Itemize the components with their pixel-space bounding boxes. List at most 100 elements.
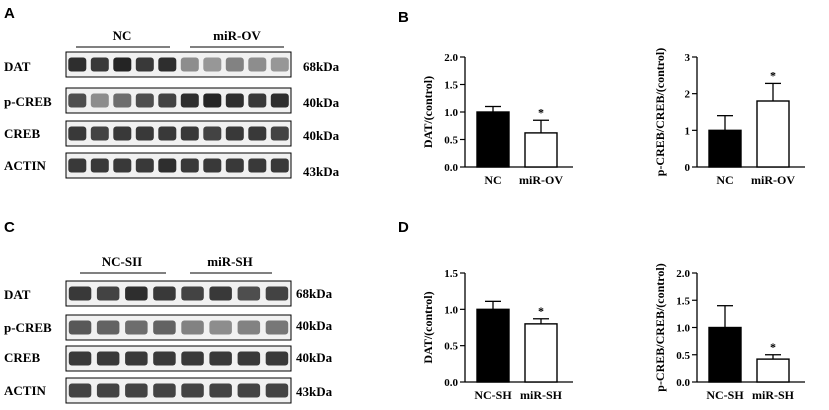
blot-a-row-4-band bbox=[68, 158, 87, 173]
blot-c-row-1-label: DAT bbox=[4, 287, 31, 302]
blot-c-row-2-band bbox=[237, 320, 261, 335]
blot-a-row-2-band bbox=[135, 93, 154, 108]
panel-letter-d: D bbox=[398, 219, 409, 236]
bar-nc-sh bbox=[476, 308, 510, 383]
blot-a-row-1-band bbox=[135, 57, 154, 72]
blot-a-row-4-kda: 43kDa bbox=[303, 164, 340, 179]
blot-a-row-1-band bbox=[113, 57, 132, 72]
blot-a-row-4-band bbox=[270, 158, 289, 173]
blot-c-row-1-kda: 68kDa bbox=[296, 286, 333, 301]
chart-b-pcreb: 0 1 2 3 p-CREB/CREB/(control) NC * miR-OV bbox=[653, 48, 805, 187]
y-tick-label: 0.0 bbox=[676, 377, 690, 389]
bar-nc-sh bbox=[708, 326, 742, 383]
significance-marker: * bbox=[770, 340, 776, 354]
blot-a-row-2-band bbox=[225, 93, 244, 108]
blot-c-row-4-band bbox=[209, 383, 232, 398]
blot-a-row-2-band bbox=[248, 93, 267, 108]
blot-a-row-3-kda: 40kDa bbox=[303, 128, 340, 143]
y-tick-label: 2.0 bbox=[444, 52, 458, 64]
blot-c-row-4-band bbox=[237, 383, 261, 398]
bar-mir-ov bbox=[524, 132, 558, 168]
y-tick-label: 0.0 bbox=[444, 162, 458, 174]
blot-a-row-1-band bbox=[68, 57, 87, 72]
blot-c-row-2-label: p-CREB bbox=[4, 320, 52, 335]
chart-b-dat: 0.0 0.5 1.0 1.5 2.0 DAT/(control) NC * miR-OV bbox=[421, 52, 573, 187]
blot-a-row-3-band bbox=[135, 126, 154, 141]
blot-a-group-1: NC bbox=[113, 28, 132, 43]
blot-a-row-4-band bbox=[180, 158, 199, 173]
blot-c-row-4-band bbox=[153, 383, 176, 398]
blot-c-row-2-band bbox=[153, 320, 176, 335]
blot-a-row-4-band bbox=[135, 158, 154, 173]
blot-a-row-3-band bbox=[225, 126, 244, 141]
blot-a-row-3-band bbox=[248, 126, 267, 141]
y-tick-label: 3 bbox=[685, 52, 691, 64]
y-tick-label: 1.5 bbox=[444, 268, 458, 280]
y-tick-label: 1.5 bbox=[676, 295, 690, 307]
blot-a-row-1-band bbox=[90, 57, 109, 72]
y-tick-label: 0.5 bbox=[676, 350, 690, 362]
blot-c-row-3-band bbox=[125, 351, 148, 366]
blot-a-row-1-band bbox=[203, 57, 222, 72]
blot-a-row-3-label: CREB bbox=[4, 126, 40, 141]
y-axis-label: p-CREB/CREB/(control) bbox=[653, 48, 667, 176]
y-axis-label: DAT/(control) bbox=[421, 291, 435, 363]
blot-a-row-3-band bbox=[90, 126, 109, 141]
blot-a-row-2-label: p-CREB bbox=[4, 94, 52, 109]
bar-nc bbox=[708, 129, 742, 168]
blot-a-row-3-band bbox=[270, 126, 289, 141]
blot-c-row-2-band bbox=[68, 320, 92, 335]
blot-a-row-4-band bbox=[225, 158, 244, 173]
blot-a-row-1-label: DAT bbox=[4, 59, 31, 74]
category-label: miR-SH bbox=[520, 388, 563, 402]
blot-c-row-1-band bbox=[68, 286, 92, 301]
blot-c-row-3-band bbox=[237, 351, 261, 366]
blot-a-row-1-band bbox=[248, 57, 267, 72]
significance-marker: * bbox=[538, 105, 544, 119]
blot-a-row-4-band bbox=[113, 158, 132, 173]
blot-a-row-4-band bbox=[203, 158, 222, 173]
blot-c-row-2-band bbox=[265, 320, 289, 335]
blot-a-row-4-label: ACTIN bbox=[4, 158, 47, 173]
blot-c-row-4-kda: 43kDa bbox=[296, 384, 333, 399]
blot-a-row-3-band bbox=[113, 126, 132, 141]
blot-a-row-2-band bbox=[68, 93, 87, 108]
bar-mir-ov bbox=[756, 100, 790, 168]
blot-a-row-2-band bbox=[270, 93, 289, 108]
blot-a-row-3-band bbox=[180, 126, 199, 141]
blot-a-row-3-band bbox=[203, 126, 222, 141]
blot-c-group-1: NC-SII bbox=[102, 254, 142, 269]
blot-c-row-3-band bbox=[96, 351, 120, 366]
blot-c-row-2-band bbox=[209, 320, 232, 335]
chart-d-dat: 0.0 0.5 1.0 1.5 DAT/(control) NC-SH * miR-SH bbox=[421, 268, 573, 402]
y-tick-label: 1.5 bbox=[444, 80, 458, 92]
blot-a-row-2-band bbox=[113, 93, 132, 108]
blot-a-row-2-kda: 40kDa bbox=[303, 95, 340, 110]
y-tick-label: 2 bbox=[685, 89, 691, 101]
y-tick-label: 1.0 bbox=[676, 323, 690, 335]
category-label: NC-SH bbox=[474, 388, 512, 402]
panel-letter-a: A bbox=[4, 5, 15, 22]
bar-mir-sh bbox=[524, 323, 558, 383]
blot-c-row-2-kda: 40kDa bbox=[296, 318, 333, 333]
bar-nc bbox=[476, 111, 510, 168]
blot-c-row-4-label: ACTIN bbox=[4, 383, 47, 398]
blot-a-group-2: miR-OV bbox=[213, 28, 261, 43]
significance-marker: * bbox=[770, 68, 776, 82]
y-axis-label: p-CREB/CREB/(control) bbox=[653, 263, 667, 391]
blot-a-row-1-band bbox=[158, 57, 177, 72]
blot-a-row-3-band bbox=[158, 126, 177, 141]
blot-a: NC miR-OV DAT p-CREB CREB ACTIN 68kDa 40… bbox=[4, 28, 340, 179]
bar-mir-sh bbox=[756, 358, 790, 383]
y-tick-label: 0 bbox=[685, 162, 691, 174]
blot-c-row-2-band bbox=[181, 320, 204, 335]
blot-c-row-3-band bbox=[209, 351, 232, 366]
blot-c-row-3-band bbox=[153, 351, 176, 366]
blot-a-row-4-band bbox=[90, 158, 109, 173]
blot-c-row-3-band bbox=[181, 351, 204, 366]
y-axis-label: DAT/(control) bbox=[421, 76, 435, 148]
y-tick-label: 0.0 bbox=[444, 377, 458, 389]
category-label: NC-SH bbox=[706, 388, 744, 402]
blot-c-row-4-band bbox=[125, 383, 148, 398]
